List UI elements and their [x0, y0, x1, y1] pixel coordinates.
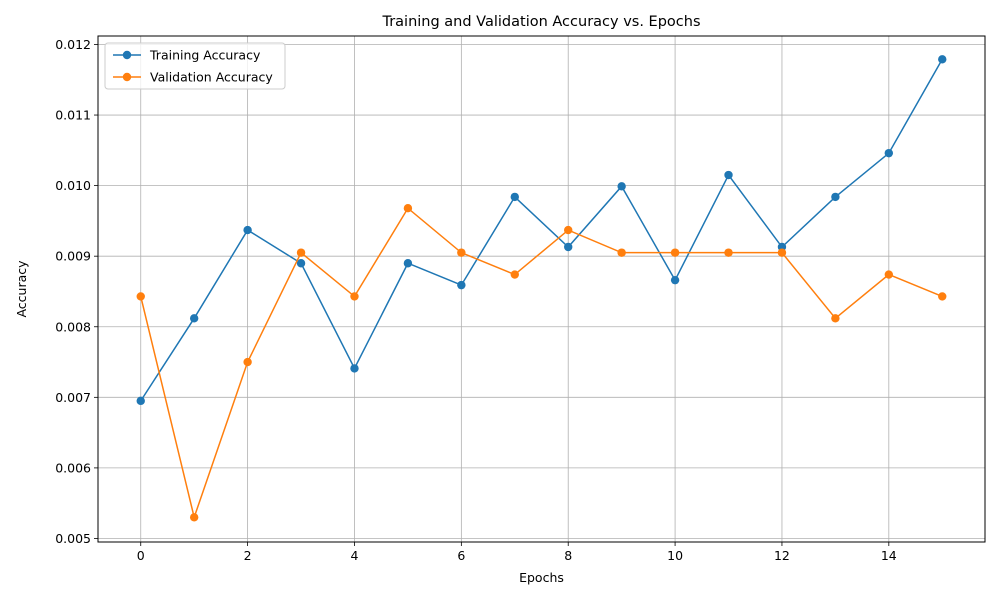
legend-marker [122, 72, 132, 82]
y-tick-label: 0.007 [55, 390, 91, 405]
data-point [831, 192, 840, 202]
series-training-accuracy [136, 55, 947, 406]
y-tick-label: 0.005 [55, 531, 91, 546]
series-validation-accuracy [136, 203, 947, 522]
legend-item: Validation Accuracy [113, 70, 273, 85]
data-point [350, 364, 359, 373]
legend-item: Training Accuracy [113, 48, 261, 63]
data-point [777, 248, 787, 257]
data-point [457, 280, 466, 290]
legend-box [104, 42, 286, 90]
data-point [350, 292, 359, 301]
x-tick-label: 12 [774, 548, 790, 563]
legend: Training Accuracy Validation Accuracy [104, 42, 286, 90]
data-point [831, 314, 840, 323]
data-point [243, 357, 252, 367]
ticks: 0 2 4 6 8 10 12 14 0.005 0.006 0.007 0.008 0.009 0.01… [55, 37, 897, 563]
x-tick-label: 2 [244, 548, 252, 563]
data-point [510, 192, 519, 202]
x-tick-label: 0 [137, 548, 145, 563]
data-point [938, 55, 947, 64]
x-tick-label: 10 [667, 548, 683, 563]
x-axis-label: Epochs [519, 570, 564, 585]
y-tick-label: 0.008 [55, 319, 91, 334]
data-point [403, 259, 413, 268]
x-tick-label: 14 [881, 548, 897, 563]
data-point [243, 225, 252, 235]
data-point [136, 292, 145, 301]
series-line [140, 207, 943, 520]
data-point [617, 182, 626, 191]
y-tick-label: 0.011 [55, 108, 91, 123]
y-tick-label: 0.010 [55, 178, 91, 193]
x-tick-label: 8 [564, 548, 572, 563]
plot-frame [97, 35, 986, 543]
y-axis-label: Accuracy [14, 260, 29, 318]
x-tick-label: 4 [351, 548, 359, 563]
data-point [403, 203, 413, 213]
data-point [136, 396, 145, 406]
data-point [670, 275, 680, 285]
legend-marker [122, 50, 132, 60]
data-point [670, 248, 680, 257]
data-point [564, 242, 573, 252]
data-point [724, 170, 733, 180]
x-tick-label: 6 [457, 548, 465, 563]
data-point [296, 259, 306, 268]
legend-label: Validation Accuracy [150, 70, 273, 85]
grid [98, 36, 985, 542]
legend-label: Training Accuracy [149, 48, 261, 63]
data-point [189, 513, 199, 522]
data-point [617, 248, 626, 257]
chart-title: Training and Validation Accuracy vs. Epo… [381, 14, 700, 30]
series-layer [136, 55, 947, 522]
data-point [510, 270, 519, 279]
y-tick-label: 0.006 [55, 460, 91, 475]
data-point [457, 248, 466, 257]
data-point [564, 225, 573, 235]
series-line [140, 58, 943, 402]
data-point [938, 292, 947, 301]
data-point [189, 314, 199, 323]
y-tick-label: 0.012 [55, 37, 91, 52]
data-point [296, 248, 306, 257]
data-point [724, 248, 733, 257]
data-point [884, 270, 894, 279]
y-tick-label: 0.009 [55, 249, 91, 264]
data-point [884, 148, 894, 158]
